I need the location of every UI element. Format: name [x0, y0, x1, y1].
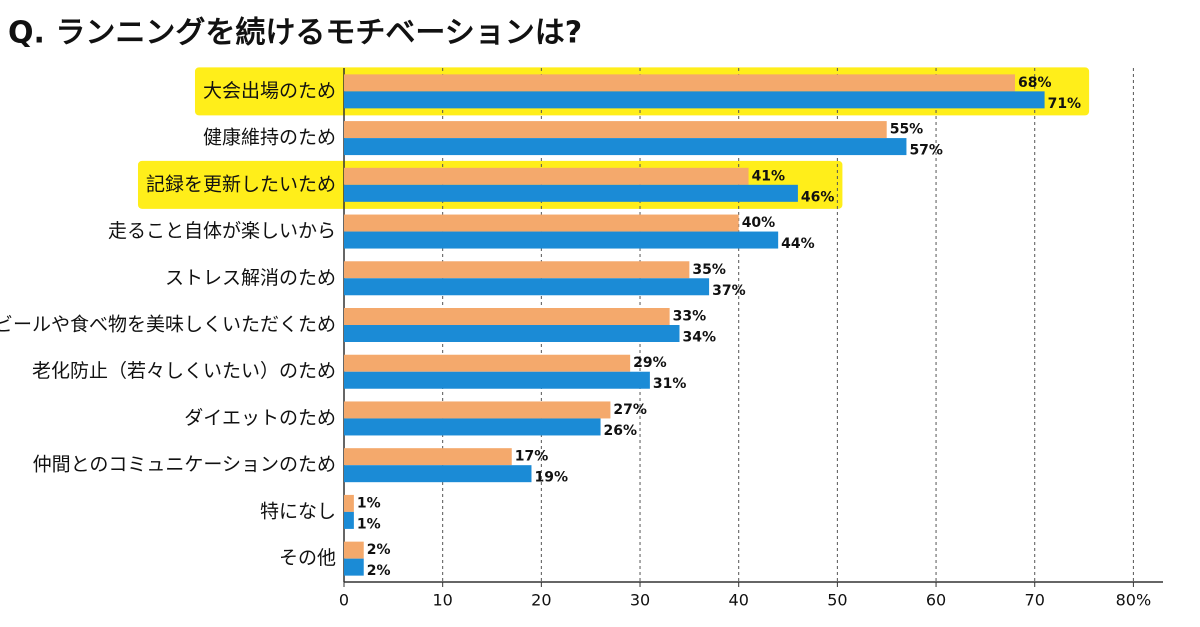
x-tick-label: 0 [339, 591, 349, 610]
y-tick-label: 健康維持のため [203, 127, 336, 149]
chart-title: Q. ランニングを続けるモチベーションは? [8, 16, 582, 51]
value-label: 31% [653, 376, 687, 392]
value-label: 33% [673, 309, 707, 325]
value-label: 68% [1018, 75, 1052, 91]
bar [344, 74, 1015, 92]
value-label: 44% [781, 236, 815, 252]
bar [344, 418, 601, 436]
bar [344, 511, 354, 529]
bar [344, 308, 670, 325]
value-label: 34% [682, 330, 716, 346]
y-tick-label: 記録を更新したいため [146, 173, 336, 195]
bar [344, 138, 907, 156]
bar [344, 448, 512, 466]
y-tick-label: 特になし [260, 500, 336, 522]
value-label: 1% [357, 495, 381, 511]
bar [344, 401, 611, 419]
y-tick-label: 走ること自体が楽しいから [108, 220, 336, 242]
value-label: 27% [613, 402, 647, 418]
bar [344, 494, 354, 512]
x-tick-label: 10 [432, 591, 452, 610]
y-tick-label: 老化防止（若々しくいたい）のため [32, 360, 336, 382]
bar [344, 278, 710, 296]
bar [344, 325, 680, 342]
value-label: 2% [367, 563, 391, 579]
bar [344, 558, 364, 576]
value-label: 40% [742, 215, 776, 231]
x-tick-label: 50 [827, 591, 847, 610]
value-label: 55% [890, 122, 924, 138]
bar [344, 541, 364, 559]
x-tick-label: 60 [926, 591, 946, 610]
bar [344, 261, 690, 279]
value-label: 41% [752, 168, 786, 184]
x-tick-label: 20 [531, 591, 551, 610]
y-tick-label: ダイエットのため [184, 407, 336, 429]
x-tick-label: 40 [729, 591, 749, 610]
y-tick-label: その他 [279, 547, 336, 569]
value-label: 19% [534, 470, 568, 486]
bar [344, 371, 650, 389]
value-label: 17% [515, 449, 549, 465]
y-tick-label: ストレス解消のため [165, 267, 336, 289]
value-label: 26% [604, 423, 638, 439]
bar [344, 354, 631, 372]
x-tick-label: 30 [630, 591, 650, 610]
value-label: 46% [801, 189, 835, 205]
value-label: 57% [909, 143, 943, 159]
y-tick-label: ビールや食べ物を美味しくいただくため [0, 314, 336, 336]
bar [344, 121, 887, 139]
y-tick-label: 大会出場のため [203, 80, 336, 102]
value-label: 2% [367, 542, 391, 558]
x-tick-label: 80% [1116, 591, 1152, 610]
value-label: 29% [633, 355, 667, 371]
value-label: 35% [692, 262, 726, 278]
value-label: 71% [1048, 96, 1082, 112]
value-label: 37% [712, 283, 746, 299]
bar [344, 214, 739, 232]
bar [344, 91, 1045, 109]
bar [344, 184, 798, 202]
x-tick-label: 70 [1025, 591, 1045, 610]
bar [344, 465, 532, 483]
bar [344, 231, 779, 249]
value-label: 1% [357, 516, 381, 532]
y-tick-label: 仲間とのコミュニケーションのため [33, 454, 336, 476]
plot-layer: 0 10 20 30 40 50 60 70 80% 大会出場のため 68% 71% 健康維持のため 55… [0, 68, 1163, 610]
bar [344, 167, 749, 185]
